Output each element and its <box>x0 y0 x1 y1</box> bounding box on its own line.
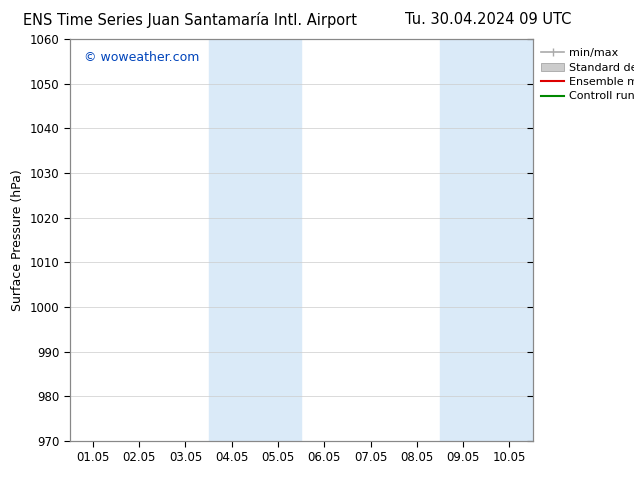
Bar <box>209 39 301 441</box>
Y-axis label: Surface Pressure (hPa): Surface Pressure (hPa) <box>11 169 24 311</box>
Text: Tu. 30.04.2024 09 UTC: Tu. 30.04.2024 09 UTC <box>405 12 571 27</box>
Text: ENS Time Series Juan Santamaría Intl. Airport: ENS Time Series Juan Santamaría Intl. Ai… <box>23 12 357 28</box>
Legend: min/max, Standard deviation, Ensemble mean run, Controll run: min/max, Standard deviation, Ensemble me… <box>538 45 634 105</box>
Bar <box>440 39 533 441</box>
Text: © woweather.com: © woweather.com <box>84 51 199 64</box>
